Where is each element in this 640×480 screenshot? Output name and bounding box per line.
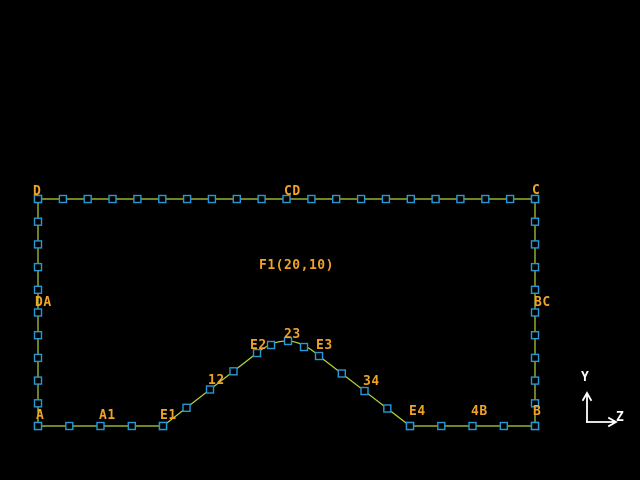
point-label-d: D: [33, 184, 42, 199]
mesh-node-marker: [33, 399, 43, 408]
mesh-node-marker: [205, 385, 215, 394]
mesh-node-marker: [33, 421, 43, 431]
mesh-node-marker: [431, 194, 440, 204]
mesh-node-marker: [65, 421, 74, 431]
mesh-node-marker: [96, 421, 105, 431]
mesh-node-marker: [530, 421, 540, 431]
mesh-node-marker: [337, 369, 346, 378]
mesh-node-marker: [257, 194, 266, 204]
line-label-34: 34: [363, 374, 380, 389]
point-label-e4: E4: [409, 404, 426, 419]
mesh-node-marker: [499, 421, 508, 431]
mesh-node-marker: [158, 421, 168, 431]
point-label-e3: E3: [316, 338, 333, 353]
geometry-outline: [37, 198, 536, 427]
mesh-node-marker: [383, 404, 392, 413]
mesh-node-marker: [505, 194, 515, 204]
mesh-node-marker: [360, 386, 369, 396]
mesh-node-marker: [58, 194, 68, 204]
mesh-node-marker: [182, 403, 191, 412]
mesh-node-marker: [456, 194, 465, 204]
line-label-cd: CD: [284, 184, 301, 199]
mesh-node-marker: [530, 308, 540, 317]
line-label-12: 12: [208, 373, 225, 388]
mesh-node-marker: [332, 194, 341, 204]
mesh-node-marker: [299, 342, 309, 352]
point-label-a: A: [36, 408, 45, 423]
mesh-node-marker: [481, 194, 490, 204]
mesh-node-marker: [127, 421, 137, 431]
mesh-node-marker: [108, 194, 117, 204]
mesh-node-marker: [530, 331, 540, 340]
mesh-node-marker: [33, 353, 43, 363]
mesh-node-marker: [530, 376, 540, 385]
mesh-node-marker: [266, 340, 276, 350]
mesh-node-marker: [252, 348, 262, 358]
point-label-b: B: [533, 404, 542, 419]
mesh-node-marker: [182, 194, 192, 204]
mesh-node-marker: [356, 194, 366, 204]
mesh-node-marker: [33, 194, 43, 204]
mesh-node-marker: [83, 194, 92, 204]
mesh-node-marker: [314, 351, 324, 361]
z-axis-arrow: [586, 416, 618, 428]
mesh-node-marker: [530, 194, 540, 204]
mesh-node-marker: [405, 421, 415, 431]
mesh-node-marker: [133, 194, 142, 204]
surface-label-f1: F1(20,10): [259, 258, 334, 273]
mesh-node-marker: [307, 194, 316, 204]
mesh-node-marker: [282, 194, 291, 204]
y-axis-label: Y: [581, 370, 589, 385]
line-label-da: DA: [35, 295, 52, 310]
mesh-node-marker: [33, 376, 43, 385]
mesh-node-marker: [283, 336, 293, 346]
line-label-bc: BC: [534, 295, 551, 310]
point-label-e2: E2: [250, 338, 267, 353]
y-axis-arrow: [581, 391, 593, 423]
mesh-node-marker: [33, 308, 43, 317]
mesh-node-marker: [33, 217, 43, 226]
line-label-a1: A1: [99, 408, 116, 423]
point-label-c: C: [532, 183, 541, 198]
mesh-node-marker: [437, 421, 446, 431]
mesh-node-marker: [530, 353, 540, 363]
mesh-node-markers: [33, 194, 540, 431]
axis-triad: [581, 391, 618, 428]
mesh-node-marker: [229, 367, 238, 376]
mesh-node-marker: [33, 262, 43, 272]
mesh-node-marker: [530, 217, 540, 226]
region-outline-path: [37, 198, 536, 427]
arc-label-23: 23: [284, 327, 301, 342]
mesh-node-marker: [207, 194, 217, 204]
mesh-node-marker: [530, 262, 540, 272]
mesh-node-marker: [530, 399, 540, 408]
mesh-node-marker: [381, 194, 391, 204]
mesh-node-marker: [158, 194, 167, 204]
mesh-node-marker: [530, 240, 540, 249]
mesh-node-marker: [33, 240, 43, 249]
z-axis-label: Z: [616, 410, 624, 425]
line-label-4b: 4B: [471, 404, 488, 419]
mesh-node-marker: [33, 331, 43, 340]
mesh-node-marker: [232, 194, 242, 204]
mesh-node-marker: [33, 285, 43, 294]
mesh-node-marker: [468, 421, 477, 431]
point-label-e1: E1: [160, 408, 177, 423]
mesh-node-marker: [406, 194, 415, 204]
mesh-node-marker: [530, 285, 540, 294]
